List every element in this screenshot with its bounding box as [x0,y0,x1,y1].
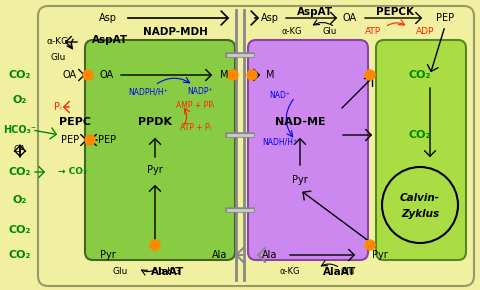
Circle shape [382,167,458,243]
Text: Pyr: Pyr [372,250,388,260]
Text: OA: OA [100,70,114,80]
Text: M: M [220,70,228,80]
Text: α-KG: α-KG [282,28,302,37]
Text: PEP: PEP [436,13,454,23]
Text: ATP: ATP [365,28,381,37]
Text: NAD-ME: NAD-ME [275,117,325,127]
Text: AlaAT: AlaAT [324,267,357,277]
Text: Asp: Asp [261,13,279,23]
Text: α-KG: α-KG [47,37,69,46]
FancyBboxPatch shape [85,40,235,260]
FancyBboxPatch shape [248,40,368,260]
Text: ATP + Pᵢ: ATP + Pᵢ [180,124,211,133]
Circle shape [228,70,238,80]
Text: ADP: ADP [416,28,434,37]
FancyBboxPatch shape [38,6,474,286]
Text: NADP⁺: NADP⁺ [187,88,213,97]
Text: → CO₂: → CO₂ [58,168,87,177]
Text: CO₂: CO₂ [9,250,31,260]
Text: PEP: PEP [98,135,116,145]
Text: Zyklus: Zyklus [401,209,439,219]
Circle shape [83,70,93,80]
Text: Glu: Glu [50,52,66,61]
Text: O₂: O₂ [13,195,27,205]
Text: PPDK: PPDK [138,117,172,127]
Text: OA: OA [63,70,77,80]
Text: NADH/H⁺: NADH/H⁺ [263,137,298,146]
Text: Asp: Asp [99,13,117,23]
Text: CO₂: CO₂ [9,167,31,177]
Text: NADPH/H⁺: NADPH/H⁺ [128,88,168,97]
Text: Glu: Glu [112,267,128,276]
Text: Pyr: Pyr [292,175,308,185]
Text: α-KG: α-KG [280,267,300,276]
FancyBboxPatch shape [376,40,466,260]
Text: PEP: PEP [61,135,79,145]
Text: Calvin-: Calvin- [400,193,440,203]
Text: PEPC: PEPC [59,117,91,127]
Text: PEPCK: PEPCK [376,7,414,17]
Text: Ala: Ala [262,250,278,260]
Text: Glu: Glu [323,28,337,37]
Text: O₂: O₂ [13,95,27,105]
Circle shape [85,135,95,145]
Text: AspAT: AspAT [92,35,128,45]
Text: α-KG: α-KG [159,267,181,276]
Text: HCO₃⁻: HCO₃⁻ [3,125,36,135]
Text: M: M [266,70,274,80]
Text: AspAT: AspAT [297,7,333,17]
Text: AMP + PPᵢ: AMP + PPᵢ [176,101,214,110]
Text: CA: CA [14,146,26,155]
Text: Pᵢ: Pᵢ [54,102,62,112]
Circle shape [365,70,375,80]
Text: Ala: Ala [212,250,228,260]
Text: OA: OA [343,13,357,23]
Text: Pyr: Pyr [100,250,116,260]
Circle shape [365,240,375,250]
Text: Glu: Glu [341,267,355,276]
Text: CO₂: CO₂ [9,70,31,80]
Text: CO₂: CO₂ [409,130,431,140]
Text: Pyr: Pyr [147,165,163,175]
Text: CO₂: CO₂ [409,70,431,80]
Text: AlaAT: AlaAT [151,267,185,277]
Text: NAD⁺: NAD⁺ [269,90,290,99]
Text: NADP-MDH: NADP-MDH [143,27,207,37]
Text: CO₂: CO₂ [9,225,31,235]
Circle shape [150,240,160,250]
Circle shape [247,70,257,80]
